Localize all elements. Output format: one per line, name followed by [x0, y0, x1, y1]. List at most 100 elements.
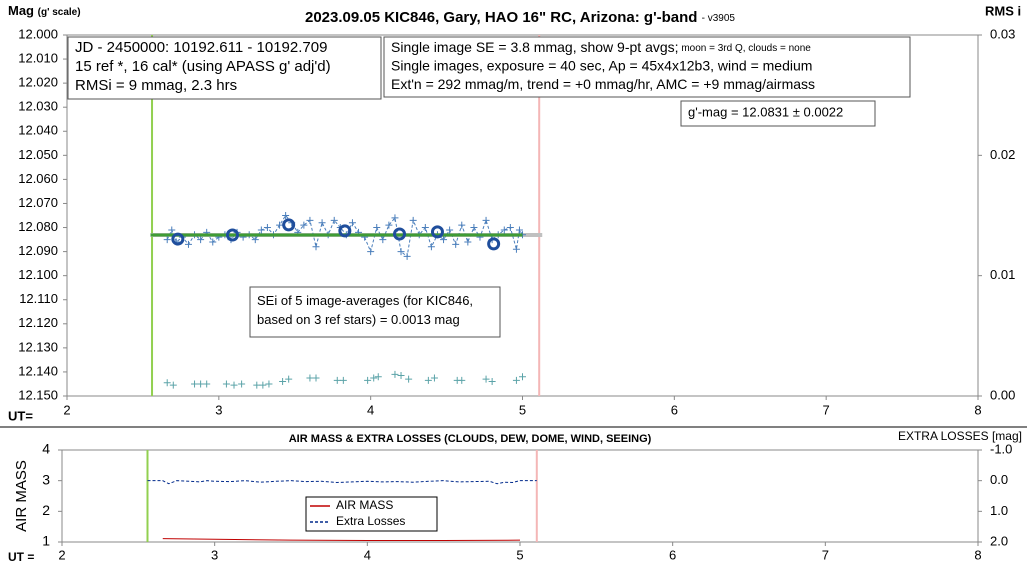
y-axis-label: AIR MASS — [13, 460, 30, 532]
x-tick-label: 4 — [367, 402, 374, 417]
data-point — [333, 376, 341, 384]
data-point — [257, 226, 265, 234]
data-point — [263, 224, 271, 232]
x-tick-label: 7 — [823, 402, 830, 417]
average-point — [393, 227, 407, 241]
data-point — [306, 216, 314, 224]
series-line — [162, 538, 521, 541]
data-point — [184, 240, 192, 248]
data-point — [519, 373, 526, 381]
data-point — [163, 379, 171, 387]
annotation-segment: SEi of 5 image-averages (for KIC846, — [257, 293, 473, 308]
x-tick-label: 4 — [364, 547, 371, 562]
y2-axis-label: RMS i — [985, 3, 1021, 18]
y2-tick-label: 0.01 — [990, 267, 1015, 282]
data-point — [367, 248, 375, 256]
y2-tick-label: 0.00 — [990, 387, 1015, 402]
series-line — [147, 480, 537, 485]
data-point — [318, 219, 326, 227]
y-tick-label: 12.070 — [18, 195, 58, 210]
y2-axis-label: EXTRA LOSSES [mag] — [898, 429, 1022, 443]
data-point — [446, 226, 454, 234]
data-point — [238, 380, 246, 388]
data-point — [276, 221, 284, 229]
legend-label: Extra Losses — [336, 514, 405, 528]
average-point — [338, 224, 352, 238]
data-point — [348, 219, 356, 227]
data-point — [373, 224, 381, 232]
annotation-text: RMSi = 9 mmag, 2.3 hrs — [75, 77, 237, 94]
x-tick-label: 5 — [516, 547, 523, 562]
y-axis-label-note: (g' scale) — [38, 7, 81, 18]
data-point — [470, 224, 478, 232]
data-point — [330, 216, 338, 224]
data-point — [253, 381, 261, 389]
data-point — [482, 375, 490, 383]
x-tick-label: 5 — [519, 402, 526, 417]
data-point — [259, 381, 267, 389]
annotation-box — [67, 36, 382, 100]
annotation-text: Ext'n = 292 mmag/m, trend = +0 mmag/hr, … — [391, 76, 815, 92]
data-point — [512, 376, 520, 384]
data-point — [169, 381, 177, 389]
y-tick-label: 12.130 — [18, 339, 58, 354]
annotation-text: g'-mag = 12.0831 ± 0.0022 — [688, 105, 843, 120]
y-tick-label: 12.120 — [18, 315, 58, 330]
title-text: AIR MASS & EXTRA LOSSES (CLOUDS, DEW, DO… — [289, 433, 652, 445]
data-point — [515, 226, 523, 234]
x-tick-label: 8 — [974, 547, 981, 562]
data-point — [265, 380, 273, 388]
y-tick-label: 12.050 — [18, 147, 58, 162]
x-axis-label: UT = — [8, 550, 34, 564]
annotation-segment: RMSi = 9 mmag, 2.3 hrs — [75, 77, 237, 94]
chart-title: AIR MASS & EXTRA LOSSES (CLOUDS, DEW, DO… — [289, 433, 652, 445]
annotation-segment: JD - 2450000: 10192.611 - 10192.709 — [75, 39, 327, 56]
x-tick-label: 3 — [215, 402, 222, 417]
y-tick-label: 4 — [42, 441, 50, 457]
data-point — [379, 236, 387, 244]
y-tick-label: 12.090 — [18, 243, 58, 258]
y-tick-label: 12.080 — [18, 219, 58, 234]
data-point — [191, 380, 199, 388]
data-point — [506, 224, 514, 232]
data-point — [405, 375, 413, 383]
data-point — [500, 226, 508, 234]
y-tick-label: 12.010 — [18, 51, 58, 66]
y2-tick-label: 1.0 — [990, 503, 1008, 518]
data-point — [458, 221, 466, 229]
data-point — [370, 374, 378, 382]
y-tick-label: 1 — [42, 533, 50, 549]
y2-tick-label: -1.0 — [990, 441, 1012, 456]
data-point — [458, 376, 466, 384]
average-point — [171, 232, 185, 246]
y-tick-label: 12.030 — [18, 99, 58, 114]
data-point — [427, 243, 435, 251]
y-tick-label: 12.060 — [18, 171, 58, 186]
annotation-text: Single image SE = 3.8 mmag, show 9-pt av… — [391, 39, 811, 55]
annotation-segment: based on 3 ref stars) = 0.0013 mag — [257, 312, 460, 327]
data-point — [300, 221, 308, 229]
x-tick-label: 2 — [63, 402, 70, 417]
data-point — [512, 245, 520, 253]
annotation-segment: Single images, exposure = 40 sec, Ap = 4… — [391, 57, 812, 73]
y-tick-label: 3 — [42, 471, 50, 487]
annotation-box — [680, 100, 876, 127]
y-axis-label-text: Mag — [8, 3, 34, 18]
x-tick-label: 7 — [822, 547, 829, 562]
data-point — [209, 238, 217, 246]
annotation-text: SEi of 5 image-averages (for KIC846, — [257, 293, 473, 308]
legend-label: AIR MASS — [336, 498, 393, 512]
data-point — [374, 373, 382, 381]
data-point — [279, 378, 287, 386]
average-point — [225, 228, 239, 242]
annotation-text: based on 3 ref stars) = 0.0013 mag — [257, 312, 460, 327]
y-tick-label: 12.000 — [18, 26, 58, 41]
data-point — [339, 376, 347, 384]
data-point — [222, 380, 230, 388]
data-point — [251, 236, 259, 244]
data-point — [197, 380, 205, 388]
data-point — [391, 370, 399, 378]
y-tick-label: 12.040 — [18, 123, 58, 138]
y-tick-label: 12.100 — [18, 267, 58, 282]
